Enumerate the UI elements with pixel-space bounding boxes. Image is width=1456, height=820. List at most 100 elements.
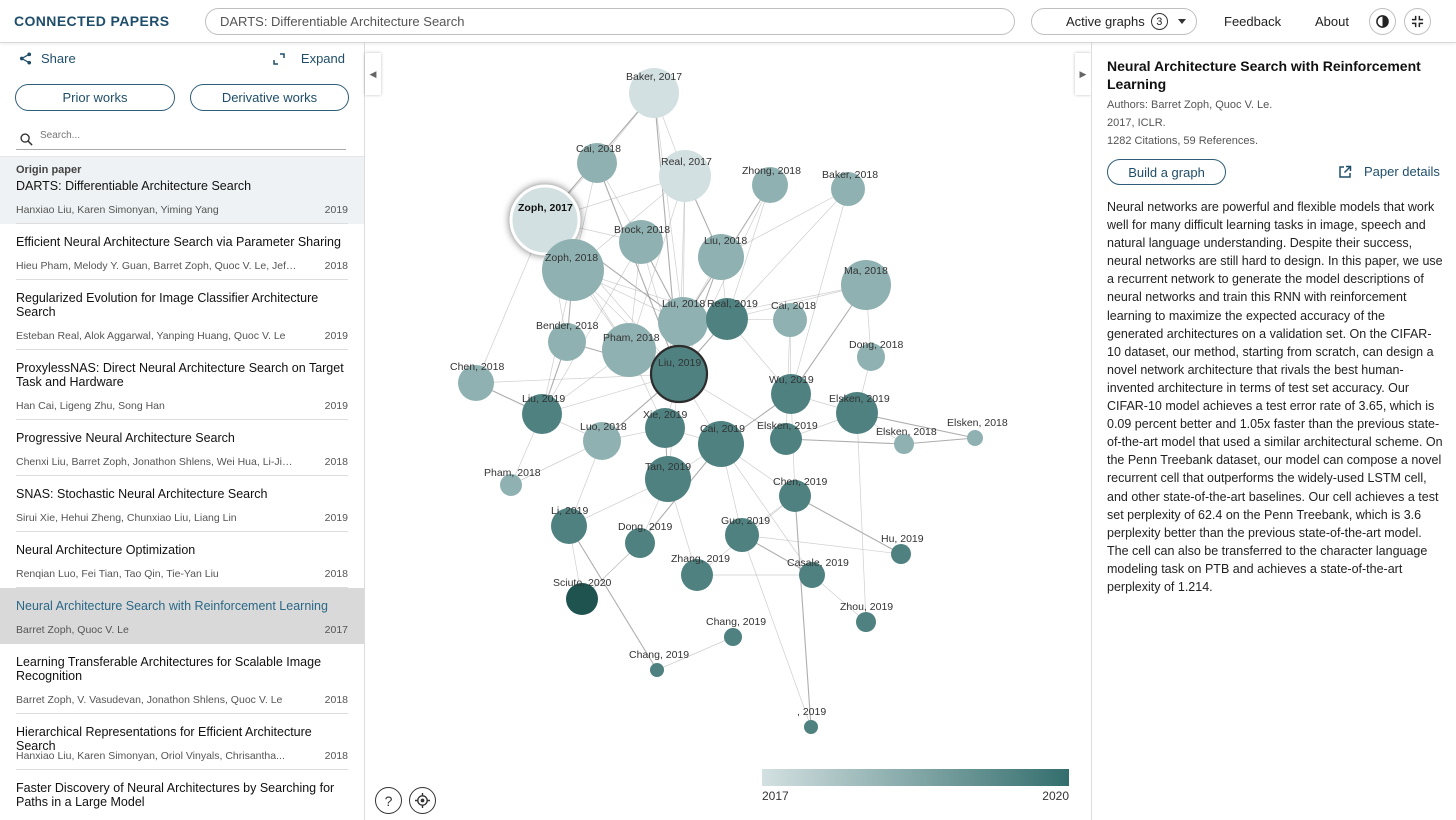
graph-node[interactable] — [681, 559, 713, 591]
graph-node-label: Elsken, 2019 — [757, 420, 818, 432]
graph-node[interactable] — [752, 167, 788, 203]
graph-node-label: Dong, 2019 — [618, 521, 672, 533]
fullscreen-button[interactable] — [1404, 8, 1431, 35]
graph-node[interactable] — [698, 234, 744, 280]
theme-toggle-button[interactable] — [1369, 8, 1396, 35]
collapse-left-button[interactable]: ◀ — [365, 53, 381, 95]
graph-node[interactable] — [770, 423, 802, 455]
graph-node[interactable] — [857, 343, 885, 371]
graph-node[interactable] — [831, 172, 865, 206]
share-button[interactable]: Share — [19, 51, 76, 66]
list-item[interactable]: Efficient Neural Architecture Search via… — [0, 224, 364, 280]
collapse-right-button[interactable]: ▶ — [1075, 53, 1091, 95]
recenter-button[interactable] — [409, 787, 436, 814]
graph-edge — [720, 443, 813, 576]
graph-node[interactable] — [841, 260, 891, 310]
paper-year: 2018 — [324, 694, 348, 706]
graph-edge — [656, 636, 734, 671]
graph-node[interactable] — [698, 421, 744, 467]
graph-edge — [741, 534, 902, 555]
paper-title: Faster Discovery of Neural Architectures… — [16, 781, 335, 809]
graph-edge — [726, 188, 849, 320]
graph-node-label: Casale, 2019 — [787, 557, 849, 569]
active-graphs-dropdown[interactable]: Active graphs 3 — [1031, 8, 1197, 35]
graph-edge — [785, 438, 905, 445]
expand-icon — [273, 52, 285, 65]
build-graph-button[interactable]: Build a graph — [1107, 159, 1226, 185]
graph-node-label: Pham, 2018 — [603, 332, 660, 344]
graph-node[interactable] — [619, 220, 663, 264]
graph-node[interactable] — [725, 518, 759, 552]
graph-node-label: Real, 2017 — [661, 156, 712, 168]
graph-node-origin[interactable] — [649, 344, 709, 404]
graph-node[interactable] — [548, 323, 586, 361]
paper-details-link[interactable]: Paper details — [1338, 164, 1440, 179]
graph-node[interactable] — [771, 374, 811, 414]
graph-node[interactable] — [799, 562, 825, 588]
graph-node[interactable] — [650, 663, 664, 677]
graph-node[interactable] — [645, 408, 685, 448]
share-label: Share — [41, 51, 76, 66]
graph-edge — [541, 241, 642, 415]
graph-node-label: Chen, 2019 — [773, 476, 827, 488]
feedback-link[interactable]: Feedback — [1224, 14, 1282, 29]
paper-list: Origin paper DARTS: Differentiable Archi… — [0, 156, 364, 820]
graph-node[interactable] — [779, 480, 811, 512]
list-item[interactable]: Hierarchical Representations for Efficie… — [0, 714, 364, 770]
paper-title: Neural Architecture Optimization — [16, 543, 196, 557]
graph-node[interactable] — [856, 612, 876, 632]
list-item-origin[interactable]: Origin paper DARTS: Differentiable Archi… — [0, 157, 364, 224]
graph-edge — [856, 412, 867, 623]
graph-node[interactable] — [891, 544, 911, 564]
paper-authors: Esteban Real, Alok Aggarwal, Yanping Hua… — [16, 330, 286, 342]
derivative-works-button[interactable]: Derivative works — [190, 84, 349, 111]
list-item[interactable]: Faster Discovery of Neural Architectures… — [0, 770, 364, 820]
graph-node[interactable] — [706, 298, 748, 340]
graph-node[interactable] — [773, 303, 807, 337]
list-search-input[interactable] — [40, 130, 340, 141]
list-item[interactable]: Progressive Neural Architecture Search C… — [0, 420, 364, 476]
graph-node-label: Cai, 2018 — [576, 143, 621, 155]
list-item[interactable]: ProxylessNAS: Direct Neural Architecture… — [0, 350, 364, 420]
search-input[interactable] — [205, 8, 1015, 35]
list-item[interactable]: Neural Architecture Optimization Renqian… — [0, 532, 364, 588]
list-item[interactable]: SNAS: Stochastic Neural Architecture Sea… — [0, 476, 364, 532]
graph-node[interactable] — [804, 720, 818, 734]
graph-edge — [726, 184, 771, 320]
graph-node[interactable] — [583, 422, 621, 460]
graph-node[interactable] — [500, 474, 522, 496]
graph-node[interactable] — [967, 430, 983, 446]
graph-node-selected[interactable] — [509, 184, 581, 256]
graph-node[interactable] — [602, 323, 656, 377]
graph-node[interactable] — [542, 239, 604, 301]
graph-node[interactable] — [551, 508, 587, 544]
prior-works-button[interactable]: Prior works — [15, 84, 175, 111]
graph-node[interactable] — [566, 583, 598, 615]
graph-node[interactable] — [659, 150, 711, 202]
graph-node[interactable] — [645, 456, 691, 502]
graph-node-label: Chang, 2019 — [706, 616, 766, 628]
graph-node[interactable] — [625, 528, 655, 558]
graph-node-label: Real, 2019 — [707, 298, 758, 310]
about-link[interactable]: About — [1315, 14, 1349, 29]
list-item[interactable]: Regularized Evolution for Image Classifi… — [0, 280, 364, 350]
graph-node[interactable] — [522, 394, 562, 434]
list-item-selected[interactable]: Neural Architecture Search with Reinforc… — [0, 588, 364, 644]
expand-button[interactable]: Expand — [273, 51, 345, 66]
graph-node[interactable] — [836, 392, 878, 434]
graph-node[interactable] — [724, 628, 742, 646]
help-button[interactable]: ? — [375, 787, 402, 814]
graph-canvas[interactable]: Baker, 2017 Cai, 2018 Real, 2017 Zhong, 201… — [365, 43, 1091, 820]
list-item[interactable]: Learning Transferable Architectures for … — [0, 644, 364, 714]
graph-node[interactable] — [629, 68, 679, 118]
graph-node-label: Liu, 2019 — [522, 393, 565, 405]
graph-node[interactable] — [658, 297, 708, 347]
graph-area: ◀ ▶ Baker, 2017 Cai, 2018 Real, 2017 Zhong,… — [365, 43, 1091, 820]
brand-logo[interactable]: CONNECTED PAPERS — [14, 13, 170, 29]
graph-node[interactable] — [458, 365, 494, 401]
graph-edge — [794, 495, 902, 555]
graph-node-label: Zhong, 2018 — [742, 165, 801, 177]
graph-node[interactable] — [577, 143, 617, 183]
graph-node[interactable] — [894, 434, 914, 454]
graph-edge — [790, 188, 849, 395]
